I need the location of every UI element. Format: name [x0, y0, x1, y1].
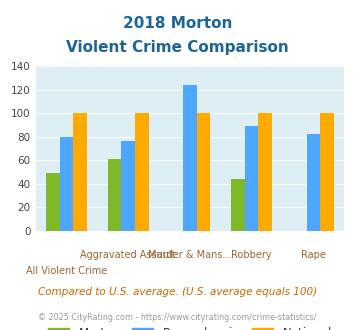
Bar	[245, 126, 258, 231]
Bar	[320, 113, 334, 231]
Bar	[258, 113, 272, 231]
Text: All Violent Crime: All Violent Crime	[26, 266, 107, 276]
Text: Robbery: Robbery	[231, 250, 272, 260]
Legend: Morton, Pennsylvania, National: Morton, Pennsylvania, National	[43, 323, 337, 330]
Text: Violent Crime Comparison: Violent Crime Comparison	[66, 40, 289, 55]
Text: 2018 Morton: 2018 Morton	[123, 16, 232, 31]
Text: Murder & Mans...: Murder & Mans...	[148, 250, 232, 260]
Bar	[231, 179, 245, 231]
Text: Rape: Rape	[301, 250, 326, 260]
Bar	[121, 142, 135, 231]
Bar	[307, 134, 320, 231]
Bar	[108, 159, 121, 231]
Bar	[73, 113, 87, 231]
Bar	[197, 113, 210, 231]
Bar	[60, 137, 73, 231]
Bar	[46, 173, 60, 231]
Text: © 2025 CityRating.com - https://www.cityrating.com/crime-statistics/: © 2025 CityRating.com - https://www.city…	[38, 313, 317, 322]
Bar	[135, 113, 148, 231]
Text: Aggravated Assault: Aggravated Assault	[80, 250, 176, 260]
Text: Compared to U.S. average. (U.S. average equals 100): Compared to U.S. average. (U.S. average …	[38, 287, 317, 297]
Bar	[183, 85, 197, 231]
